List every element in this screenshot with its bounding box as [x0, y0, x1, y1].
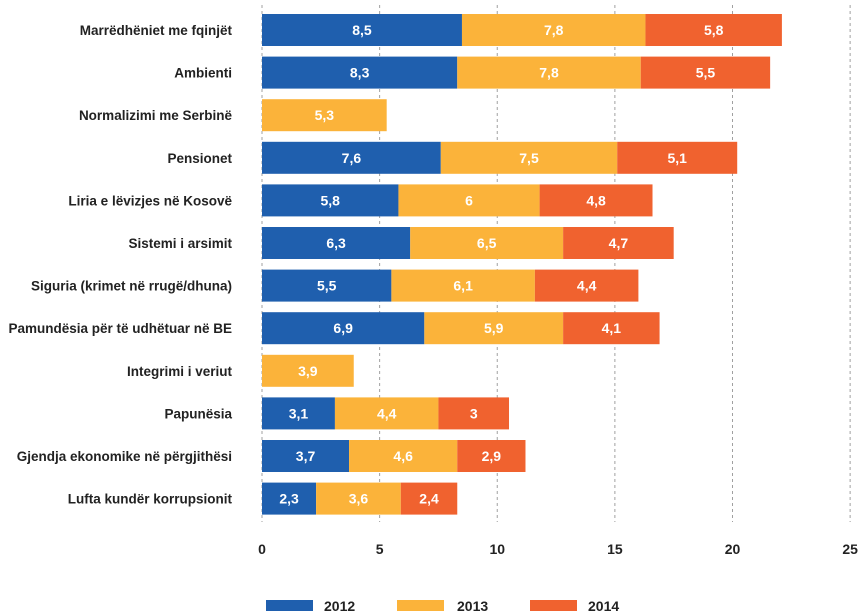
x-tick-label: 20	[725, 541, 741, 557]
bar-value-label: 3,1	[289, 405, 309, 421]
legend-label: 2012	[324, 598, 355, 614]
bar-segment-2014	[640, 56, 771, 89]
bar-value-label: 4,4	[377, 405, 397, 421]
bar-segment-2013	[457, 56, 641, 89]
category-label: Siguria (krimet në rrugë/dhuna)	[31, 279, 232, 294]
bar-segment-2013	[262, 354, 354, 387]
bar-value-label: 7,8	[539, 65, 559, 81]
x-tick-label: 0	[258, 541, 266, 557]
category-label: Lufta kundër korrupsionit	[68, 492, 233, 507]
bar-value-label: 7,8	[544, 22, 564, 38]
legend-swatch-2012	[266, 600, 313, 611]
bar-value-label: 7,5	[519, 150, 539, 166]
category-label: Liria e lëvizjes në Kosovë	[68, 193, 232, 208]
bar-segment-2013	[410, 227, 564, 259]
bar-value-label: 6,9	[333, 320, 353, 336]
bar-segment-2013	[391, 269, 535, 302]
bar-segment-2014	[563, 312, 660, 345]
bar-value-label: 6,5	[477, 235, 497, 251]
category-label: Normalizimi me Serbinë	[79, 108, 233, 123]
category-label: Pamundësia për të udhëtuar në BE	[8, 321, 232, 336]
bar-value-label: 3,7	[296, 448, 316, 464]
bar-segment-2012	[262, 440, 350, 472]
bar-segment-2014	[438, 397, 510, 430]
bar-segment-2014	[400, 482, 458, 515]
bar-segment-2013	[461, 14, 646, 46]
bar-value-label: 5,3	[315, 107, 335, 123]
bar-value-label: 3,9	[298, 363, 318, 379]
bars: 8,5 7,8 5,8 8,3 7,8 5,5 5,3 7,6 7,5 5,1 5,8 6 4,8 6,3…	[262, 14, 782, 515]
bar-value-label: 2,9	[482, 448, 502, 464]
legend: 2012 2013 2014	[266, 598, 619, 614]
x-tick-label: 5	[376, 541, 384, 557]
bar-value-label: 6,1	[453, 278, 473, 294]
bar-value-label: 4,7	[609, 235, 629, 251]
bar-segment-2012	[262, 141, 441, 174]
bar-value-label: 8,3	[350, 65, 370, 81]
bar-segment-2013	[316, 482, 401, 515]
x-axis-tick-labels: 0 5 10 15 20 25	[258, 541, 858, 557]
bar-value-label: 6,3	[326, 235, 346, 251]
category-label: Sistemi i arsimit	[128, 236, 232, 251]
bar-value-label: 5,9	[484, 320, 504, 336]
bar-segment-2013	[440, 141, 618, 174]
category-labels: Marrëdhëniet me fqinjët Ambienti Normalizi…	[8, 23, 232, 507]
bar-segment-2013	[349, 440, 458, 472]
category-label: Integrimi i veriut	[127, 364, 233, 379]
bar-value-label: 5,8	[704, 22, 724, 38]
bar-value-label: 5,5	[317, 278, 337, 294]
bar-segment-2014	[645, 14, 782, 46]
bar-segment-2014	[563, 227, 674, 259]
bar-segment-2013	[424, 312, 564, 345]
bar-value-label: 5,5	[696, 65, 716, 81]
bar-segment-2012	[262, 14, 462, 46]
bar-segment-2012	[262, 397, 335, 430]
bar-segment-2014	[617, 141, 738, 174]
bar-segment-2013	[334, 397, 439, 430]
bar-value-label: 5,1	[667, 150, 687, 166]
bar-segment-2012	[262, 269, 392, 302]
bar-value-label: 4,6	[393, 448, 413, 464]
grid-lines	[261, 5, 851, 522]
bar-value-label: 3	[470, 405, 478, 421]
bar-value-label: 6	[465, 192, 473, 208]
bar-segment-2013	[262, 99, 387, 132]
bar-value-label: 4,1	[602, 320, 622, 336]
legend-label: 2014	[588, 598, 619, 614]
bar-segment-2012	[262, 482, 317, 515]
bar-value-label: 5,8	[320, 192, 340, 208]
bar-segment-2014	[457, 440, 526, 472]
legend-label: 2013	[457, 598, 488, 614]
legend-swatch-2014	[530, 600, 577, 611]
bar-segment-2012	[262, 227, 411, 259]
x-tick-label: 25	[842, 541, 858, 557]
category-label: Pensionet	[167, 151, 232, 166]
category-label: Ambienti	[174, 66, 232, 81]
bar-segment-2012	[262, 184, 399, 217]
bar-value-label: 2,3	[279, 491, 299, 507]
bar-segment-2014	[539, 184, 653, 217]
category-label: Marrëdhëniet me fqinjët	[80, 23, 233, 38]
bar-segment-2013	[398, 184, 540, 217]
bar-segment-2012	[262, 312, 425, 345]
bar-value-label: 4,4	[577, 278, 597, 294]
category-label: Papunësia	[164, 406, 232, 421]
bar-value-label: 3,6	[349, 491, 369, 507]
bar-value-label: 2,4	[419, 491, 439, 507]
x-tick-label: 15	[607, 541, 623, 557]
bar-segment-2014	[534, 269, 639, 302]
legend-swatch-2013	[397, 600, 444, 611]
category-label: Gjendja ekonomike në përgjithësi	[17, 449, 232, 464]
bar-value-label: 8,5	[352, 22, 372, 38]
x-tick-label: 10	[489, 541, 505, 557]
bar-value-label: 7,6	[342, 150, 362, 166]
bar-segment-2012	[262, 56, 458, 89]
bar-value-label: 4,8	[586, 192, 606, 208]
